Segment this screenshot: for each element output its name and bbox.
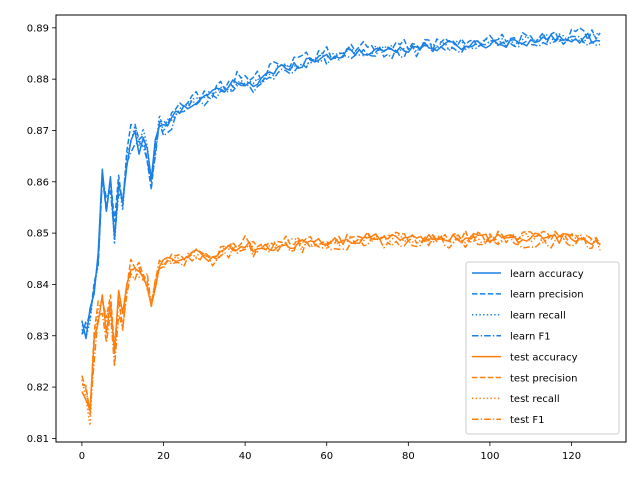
legend-label: test precision: [510, 373, 578, 384]
y-tick-label: 0.85: [27, 229, 49, 240]
series-line-test-precision: [81, 229, 601, 416]
x-tick-label: 100: [480, 451, 499, 462]
legend-label: learn accuracy: [510, 269, 584, 280]
axes-frame: [55, 14, 627, 443]
plot-lines: [81, 27, 601, 427]
series-line-learn-f1: [81, 35, 601, 329]
y-tick-label: 0.81: [27, 434, 49, 445]
x-axis: 0 20 40 60 80 100 120: [79, 442, 581, 462]
series-line-learn-precision: [81, 27, 601, 335]
legend-label: learn precision: [510, 290, 584, 301]
x-tick-label: 40: [239, 451, 252, 462]
y-tick-label: 0.82: [27, 383, 49, 394]
x-tick-label: 20: [157, 451, 170, 462]
legend-label: learn F1: [510, 332, 551, 343]
series-line-test-recall: [81, 232, 601, 427]
series-line-learn-recall: [81, 32, 601, 338]
x-tick-label: 120: [562, 451, 581, 462]
legend: learn accuracy learn precision learn recal…: [465, 261, 620, 435]
y-tick-label: 0.88: [27, 75, 49, 86]
y-axis: 0.81 0.82 0.83 0.84 0.85 0.86 0.87 0.88 0.89: [27, 23, 56, 445]
legend-box: [465, 261, 620, 435]
legend-label: learn recall: [510, 311, 566, 322]
x-tick-label: 80: [402, 451, 415, 462]
legend-label: test accuracy: [510, 352, 578, 363]
series-line-test-f1: [81, 235, 601, 412]
y-tick-label: 0.83: [27, 331, 49, 342]
x-tick-label: 60: [320, 451, 333, 462]
y-tick-label: 0.89: [27, 23, 49, 34]
y-tick-label: 0.84: [27, 280, 49, 291]
y-tick-label: 0.86: [27, 177, 49, 188]
series-line-test-accuracy: [81, 232, 601, 411]
legend-label: test recall: [510, 394, 560, 405]
y-tick-label: 0.87: [27, 126, 49, 137]
x-tick-label: 0: [79, 451, 85, 462]
legend-label: test F1: [510, 415, 545, 426]
